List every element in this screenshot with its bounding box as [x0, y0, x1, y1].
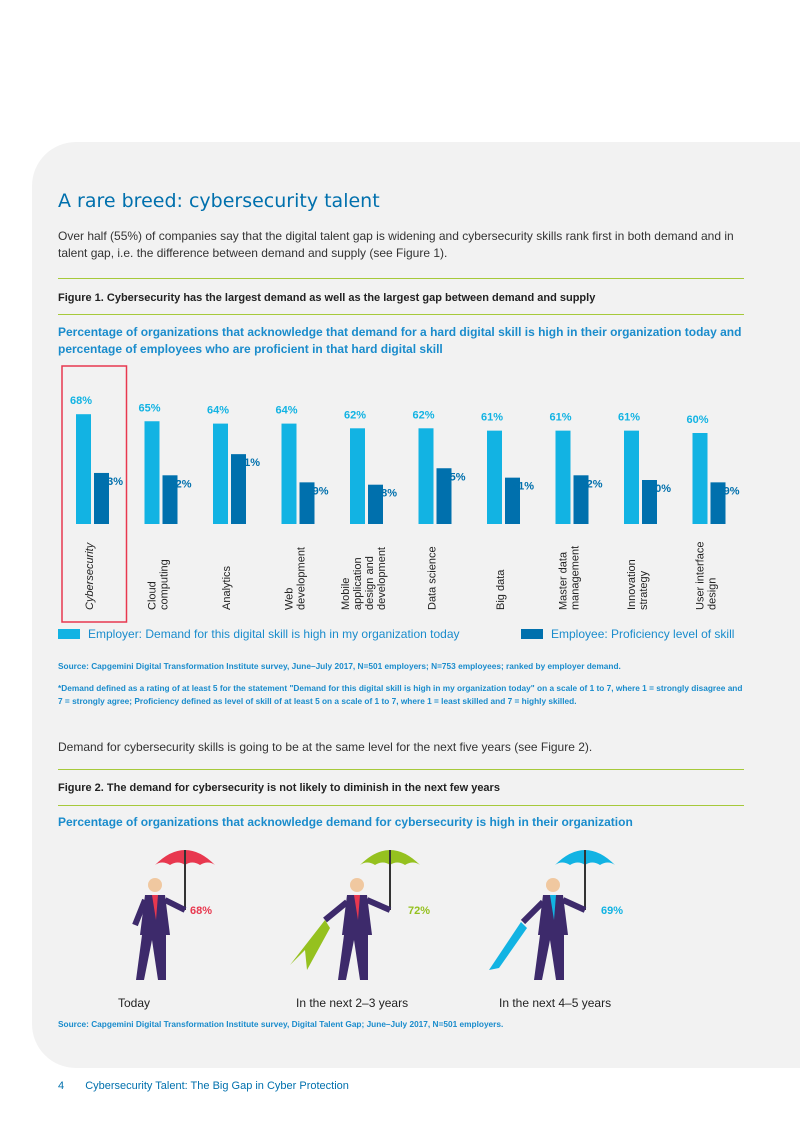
bar-employer	[144, 421, 160, 524]
figure2-value-4-5-years: 69%	[601, 905, 624, 917]
category-label: Master datamanagement	[558, 546, 582, 610]
category-label: User interfacedesign	[695, 542, 719, 610]
legend-swatch-employer	[58, 629, 80, 639]
figure2-value-2-3-years: 72%	[408, 905, 431, 917]
legend-swatch-employee	[521, 629, 543, 639]
bar-employer	[692, 433, 708, 524]
value-label-employer: 61%	[481, 412, 503, 424]
value-label-employer: 64%	[275, 405, 297, 417]
category-label: Analytics	[221, 565, 233, 610]
figure1-footnote: *Demand defined as a rating of at least …	[58, 683, 743, 706]
bar-employer	[418, 428, 434, 524]
bar-employer	[76, 414, 91, 524]
value-label-employee: 38%	[375, 488, 397, 500]
figure1-source: Source: Capgemini Digital Transformation…	[58, 661, 621, 671]
figure2-period-today: Today	[118, 996, 151, 1010]
body-paragraph-2: Demand for cybersecurity skills is going…	[58, 740, 593, 754]
value-label-employer: 62%	[412, 409, 434, 421]
bar-employer	[281, 423, 297, 524]
legend-employee: Employee: Proficiency level of skill	[521, 627, 734, 641]
section-title: A rare breed: cybersecurity talent	[58, 190, 380, 212]
figure2-subtitle: Percentage of organizations that acknowl…	[58, 815, 633, 829]
divider	[58, 278, 744, 279]
value-label-employee: 43%	[101, 476, 123, 488]
bar-employer	[624, 430, 639, 524]
value-label-employee: 39%	[717, 485, 739, 497]
value-label-employer: 65%	[138, 402, 160, 414]
page-number: 4	[58, 1080, 65, 1092]
bar-employee	[162, 475, 178, 524]
bar-employee	[573, 475, 589, 524]
value-label-employer: 62%	[344, 409, 366, 421]
bar-employee	[94, 472, 109, 524]
value-label-employer: 68%	[70, 395, 92, 407]
bar-employer	[350, 428, 365, 524]
bar-employee	[642, 480, 657, 524]
bar-employee	[436, 468, 452, 524]
value-label-employer: 61%	[549, 412, 571, 424]
figure2-period-2-3-years: In the next 2–3 years	[296, 996, 409, 1010]
figure2-source: Source: Capgemini Digital Transformation…	[58, 1019, 504, 1029]
value-label-employer: 64%	[207, 405, 229, 417]
figure2-value-today: 68%	[190, 905, 213, 917]
legend-employer: Employer: Demand for this digital skill …	[58, 627, 460, 641]
figure1-bar-chart: 68% 43% Cybersecurity 65% 42% Cloudcomputing 6…	[61, 365, 740, 623]
value-label-employee: 41%	[512, 481, 534, 493]
legend-employee-label: Employee: Proficiency level of skill	[551, 627, 735, 641]
value-label-employee: 42%	[580, 478, 602, 490]
bar-employer	[487, 430, 502, 524]
value-label-employer: 60%	[686, 414, 708, 426]
divider	[58, 769, 744, 770]
figure2-title: Figure 2. The demand for cybersecurity i…	[58, 782, 500, 794]
highlight-box	[61, 365, 128, 623]
businessman-umbrella-icon	[489, 850, 615, 980]
legend-employer-label: Employer: Demand for this digital skill …	[88, 627, 460, 641]
bar-employer	[213, 423, 228, 524]
bar-employee	[231, 454, 246, 524]
value-label-employee: 40%	[649, 483, 671, 495]
bar-employee	[710, 482, 726, 524]
footer-title: Cybersecurity Talent: The Big Gap in Cyb…	[85, 1080, 349, 1092]
page-footer: 4 Cybersecurity Talent: The Big Gap in C…	[58, 1080, 349, 1092]
value-label-employee: 51%	[238, 457, 260, 469]
bar-employee	[505, 477, 520, 524]
category-label: Cloudcomputing	[147, 559, 171, 610]
bar-employer	[555, 430, 571, 524]
category-label: Big data	[495, 569, 507, 610]
category-label: Cybersecurity	[84, 541, 96, 610]
value-label-employee: 45%	[443, 471, 465, 483]
businessman-umbrella-icon	[132, 850, 215, 980]
category-label: Innovationstrategy	[626, 559, 650, 610]
value-label-employee: 39%	[306, 485, 328, 497]
figure2-period-4-5-years: In the next 4–5 years	[499, 996, 612, 1010]
bar-employee	[368, 484, 383, 524]
value-label-employer: 61%	[618, 412, 640, 424]
divider	[58, 314, 744, 315]
intro-paragraph: Over half (55%) of companies say that th…	[58, 229, 734, 260]
divider	[58, 805, 744, 806]
figure1-title: Figure 1. Cybersecurity has the largest …	[58, 292, 596, 304]
bar-employee	[299, 482, 315, 524]
category-label: Webdevelopment	[284, 547, 308, 610]
value-label-employee: 42%	[169, 478, 191, 490]
category-label: Mobileapplicationdesign anddevelopment	[340, 547, 388, 610]
figure1-subtitle: Percentage of organizations that acknowl…	[58, 325, 742, 356]
category-label: Data science	[427, 546, 439, 610]
businessman-umbrella-icon	[290, 850, 420, 980]
